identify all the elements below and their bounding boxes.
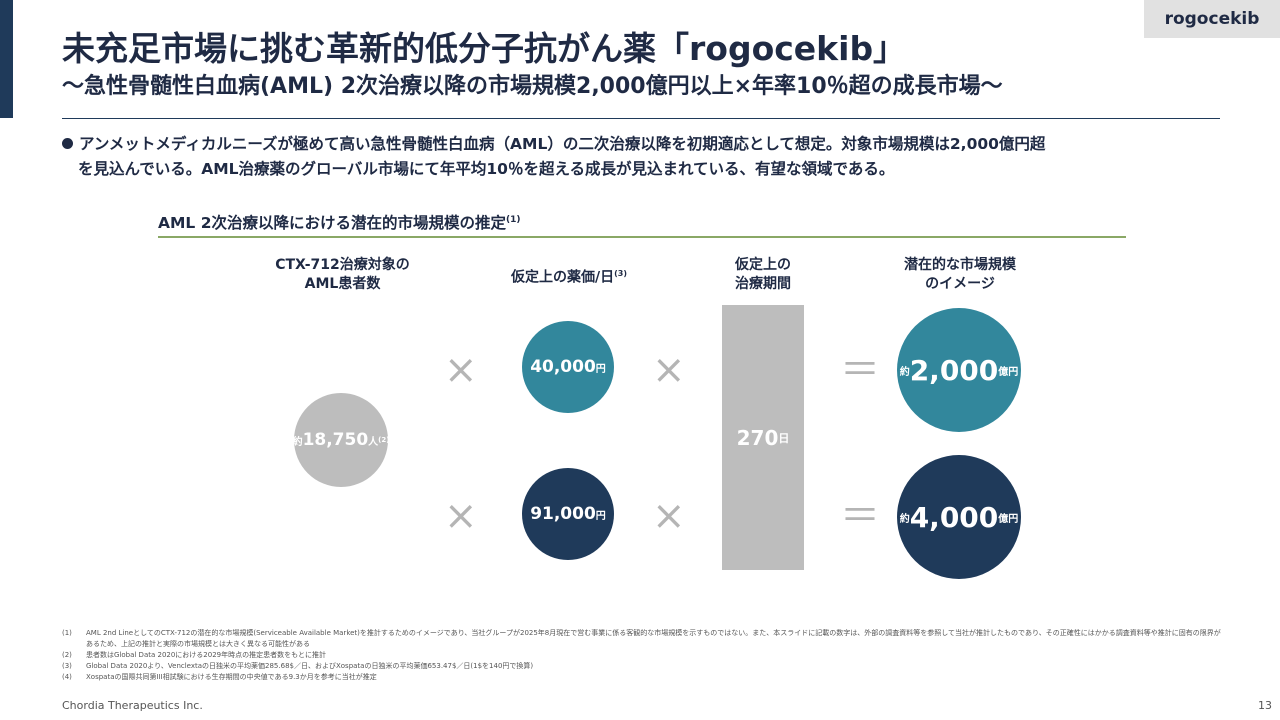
product-tag: rogocekib <box>1144 0 1280 38</box>
price-heading-footnote: (3) <box>614 269 627 278</box>
section-title-text: AML 2次治療以降における潜在的市場規模の推定 <box>158 214 506 232</box>
accent-bar <box>0 0 13 118</box>
patients-unit: 人 <box>368 436 379 448</box>
footnote-4: (4) Xospataの国際共同第III相試験における生存期間の中央値である9.3… <box>62 673 377 681</box>
price-heading: 仮定上の薬価/日(3) <box>480 264 658 288</box>
footnotes: (1) AML 2nd LineとしてのCTX-712の潜在的な市場規模(Serv… <box>62 628 1222 683</box>
price-circle-top: 40,000 円 <box>522 321 614 413</box>
price-bottom-unit: 円 <box>595 510 606 522</box>
footnote-2: (2) 患者数はGlobal Data 2020における2029年時点の推定患者数… <box>62 651 326 659</box>
patients-heading-line-2: AML患者数 <box>304 276 381 292</box>
footnote-3: (3) Global Data 2020より、Venclextaの日独米の平均薬価… <box>62 662 534 670</box>
times-operator-top-1: × <box>444 347 478 393</box>
market-bottom-unit: 億円 <box>998 513 1019 525</box>
equals-operator-bottom: ＝ <box>840 493 880 539</box>
patients-footnote: (2) <box>378 436 390 444</box>
bullet-line-2: を見込んでいる。AML治療薬のグローバル市場にて年平均10％を超える成長が見込ま… <box>78 160 895 178</box>
period-value: 270 <box>736 425 779 450</box>
market-circle-bottom: 約 4,000 億円 <box>897 455 1021 579</box>
page-number: 13 <box>1258 699 1272 712</box>
market-top-unit: 億円 <box>998 366 1019 378</box>
patients-prefix: 約 <box>292 436 303 448</box>
market-circle-top: 約 2,000 億円 <box>897 308 1021 432</box>
equals-operator-top: ＝ <box>840 347 880 393</box>
patients-heading: CTX-712治療対象の AML患者数 <box>250 256 435 294</box>
price-heading-text: 仮定上の薬価/日 <box>510 269 615 286</box>
times-operator-bottom-1: × <box>444 493 478 539</box>
market-top-value: 2,000 <box>909 353 999 387</box>
bullet-line-1: アンメットメディカルニーズが極めて高い急性骨髄性白血病（AML）の二次治療以降を… <box>79 135 1046 153</box>
market-bottom-prefix: 約 <box>899 513 910 525</box>
period-bar: 270 日 <box>722 305 804 570</box>
period-heading-line-2: 治療期間 <box>735 276 791 292</box>
patients-heading-line-1: CTX-712治療対象の <box>275 257 410 273</box>
times-operator-top-2: × <box>652 347 686 393</box>
section-divider <box>158 236 1126 238</box>
bullet-dot-icon <box>62 138 73 149</box>
market-top-prefix: 約 <box>899 366 910 378</box>
times-operator-bottom-2: × <box>652 493 686 539</box>
company-name: Chordia Therapeutics Inc. <box>62 699 203 712</box>
footnote-1: (1) AML 2nd LineとしてのCTX-712の潜在的な市場規模(Serv… <box>62 629 1221 648</box>
section-title: AML 2次治療以降における潜在的市場規模の推定(1) <box>158 211 520 233</box>
price-top-unit: 円 <box>595 363 606 375</box>
price-top-value: 40,000 <box>530 357 596 377</box>
title-divider <box>62 118 1220 119</box>
summary-bullet: アンメットメディカルニーズが極めて高い急性骨髄性白血病（AML）の二次治療以降を… <box>62 132 1232 182</box>
patients-circle: 約 18,750 人 (2) <box>292 393 390 487</box>
page-title: 未充足市場に挑む革新的低分子抗がん薬「rogocekib」 <box>62 29 907 68</box>
market-heading: 潜在的な市場規模 のイメージ <box>880 256 1040 294</box>
period-heading: 仮定上の 治療期間 <box>713 256 813 294</box>
price-bottom-value: 91,000 <box>530 504 596 524</box>
section-title-footnote: (1) <box>505 214 521 225</box>
period-unit: 日 <box>778 431 790 445</box>
market-heading-line-1: 潜在的な市場規模 <box>904 257 1016 273</box>
period-heading-line-1: 仮定上の <box>735 257 791 273</box>
page-subtitle: ～急性骨髄性白血病(AML) 2次治療以降の市場規模2,000億円以上×年率10… <box>62 74 1003 99</box>
market-bottom-value: 4,000 <box>909 500 999 534</box>
patients-value: 18,750 <box>302 430 369 450</box>
price-circle-bottom: 91,000 円 <box>522 468 614 560</box>
market-heading-line-2: のイメージ <box>925 276 995 292</box>
